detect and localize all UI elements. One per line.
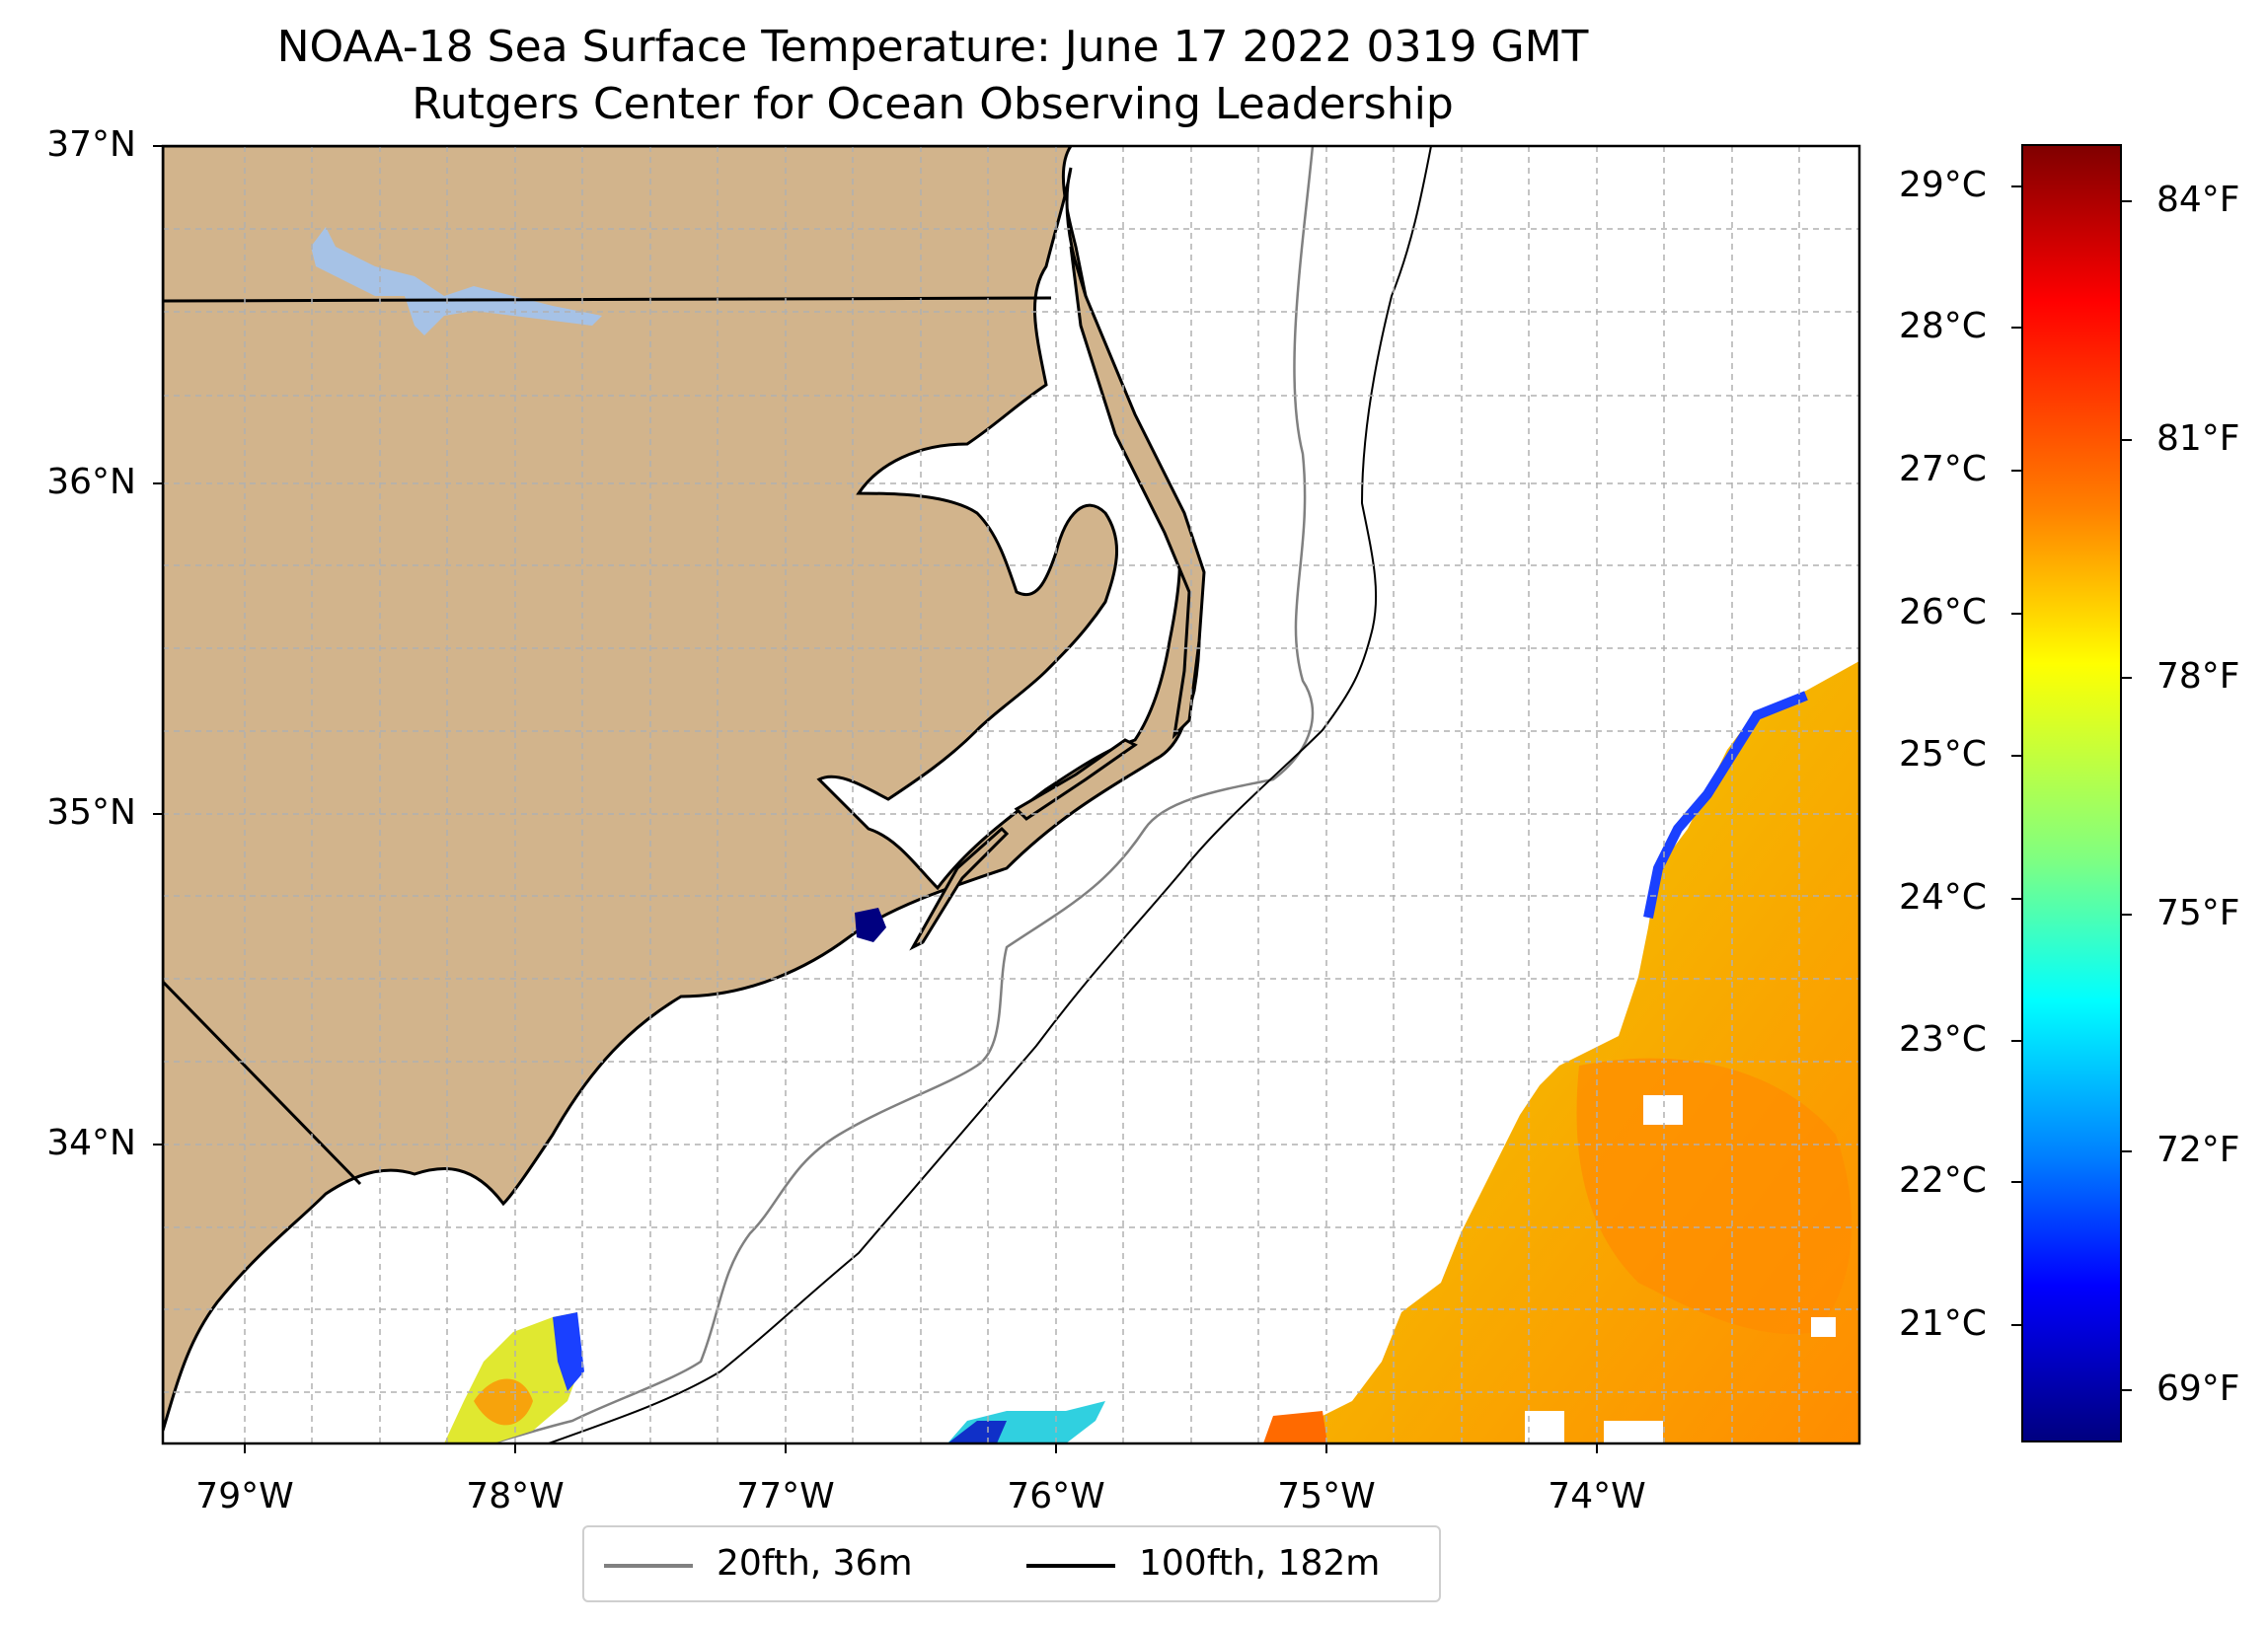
lon-label: 78°W bbox=[466, 1476, 565, 1516]
lat-label: 37°N bbox=[46, 124, 136, 165]
outer-banks bbox=[909, 826, 1010, 951]
sst-swath-southwest-warm bbox=[474, 1378, 533, 1426]
sst-swath-lower-center bbox=[1263, 1411, 1327, 1443]
colorbar-fahrenheit-label: 78°F bbox=[2156, 656, 2240, 697]
colorbar-celsius-label: 25°C bbox=[1899, 734, 1987, 775]
lat-label: 35°N bbox=[46, 792, 136, 833]
sst-cloud-gap bbox=[1643, 1095, 1683, 1125]
colorbar-fahrenheit-label: 72°F bbox=[2156, 1130, 2240, 1170]
colorbar-celsius-label: 28°C bbox=[1899, 306, 1987, 346]
outer-banks bbox=[1014, 738, 1138, 821]
colorbar-fahrenheit-label: 84°F bbox=[2156, 180, 2240, 220]
sst-cold-edge bbox=[1643, 691, 1808, 919]
colorbar-fahrenheit-label: 69°F bbox=[2156, 1368, 2240, 1409]
isobath-legend: 20fth, 36m 100fth, 182m bbox=[582, 1525, 1441, 1602]
colorbar-celsius-label: 21°C bbox=[1899, 1303, 1987, 1344]
lon-label: 77°W bbox=[736, 1476, 835, 1516]
colorbar-celsius-label: 27°C bbox=[1899, 449, 1987, 489]
sst-colorbar bbox=[2021, 144, 2122, 1442]
colorbar-celsius-label: 29°C bbox=[1899, 165, 1987, 205]
colorbar-fahrenheit-label: 75°F bbox=[2156, 893, 2240, 933]
sst-swath-south-cold bbox=[947, 1421, 1007, 1443]
lat-label: 36°N bbox=[46, 462, 136, 502]
map-frame bbox=[161, 144, 1861, 1445]
map-subtitle: Rutgers Center for Ocean Observing Leade… bbox=[412, 79, 1454, 129]
sst-cloud-gap bbox=[1525, 1411, 1564, 1443]
sst-swath-southwest bbox=[444, 1312, 582, 1443]
colorbar-celsius-label: 23°C bbox=[1899, 1019, 1987, 1060]
colorbar-celsius-label: 22°C bbox=[1899, 1160, 1987, 1201]
colorbar-celsius-label: 26°C bbox=[1899, 592, 1987, 632]
sst-cloud-gap bbox=[1604, 1421, 1663, 1443]
inland-lake bbox=[311, 227, 602, 335]
sst-nearshore-patch bbox=[855, 908, 886, 942]
map-title: NOAA-18 Sea Surface Temperature: June 17… bbox=[276, 22, 1589, 72]
gridlines bbox=[163, 146, 1859, 1443]
legend-swatch-20fth bbox=[604, 1564, 693, 1568]
state-border bbox=[163, 296, 1052, 303]
lon-label: 74°W bbox=[1548, 1476, 1646, 1516]
sst-cloud-gap bbox=[1811, 1317, 1836, 1337]
isobath-20fth bbox=[486, 146, 1315, 1443]
axis-ticks bbox=[153, 145, 1598, 1453]
lon-label: 76°W bbox=[1007, 1476, 1105, 1516]
legend-label-20fth: 20fth, 36m bbox=[717, 1543, 913, 1584]
sst-warm-core bbox=[1576, 1058, 1852, 1334]
state-border bbox=[163, 980, 362, 1186]
colorbar-celsius-label: 24°C bbox=[1899, 877, 1987, 918]
legend-label-100fth: 100fth, 182m bbox=[1139, 1543, 1381, 1584]
lat-label: 34°N bbox=[46, 1123, 136, 1163]
legend-swatch-100fth bbox=[1026, 1564, 1115, 1568]
lon-label: 79°W bbox=[195, 1476, 294, 1516]
lon-label: 75°W bbox=[1277, 1476, 1376, 1516]
colorbar-fahrenheit-label: 81°F bbox=[2156, 418, 2240, 459]
sst-swath-southwest-cold bbox=[553, 1312, 584, 1391]
isobath-100fth bbox=[545, 146, 1432, 1443]
